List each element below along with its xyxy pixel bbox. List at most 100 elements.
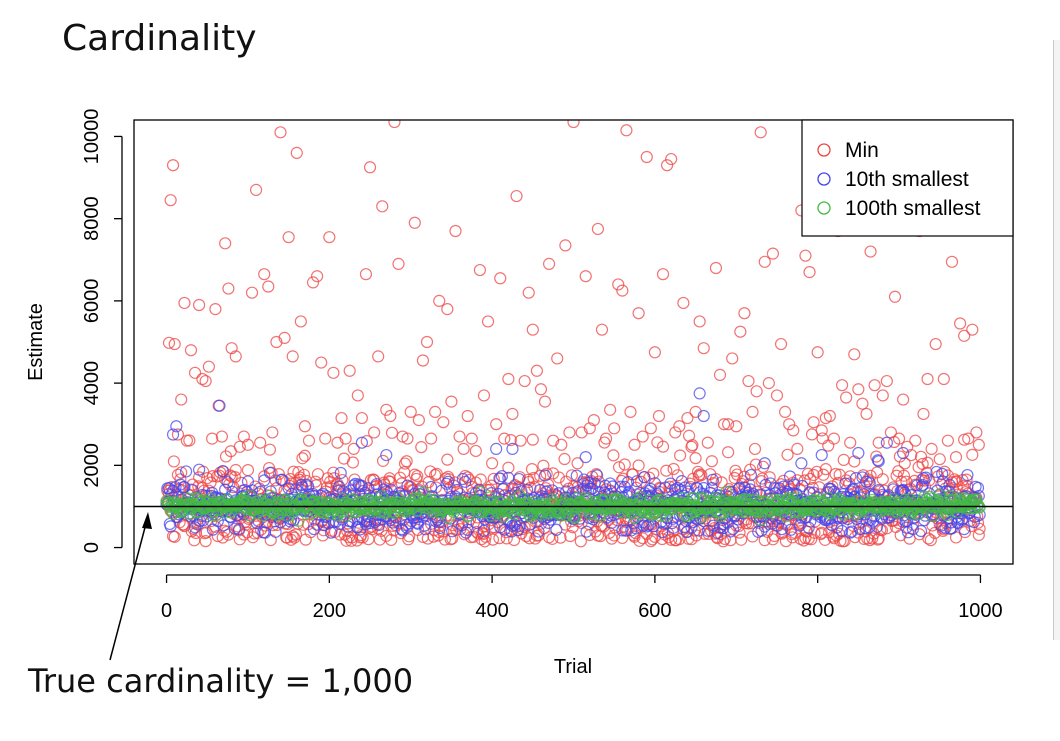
min-point	[748, 442, 762, 456]
min-point	[184, 344, 198, 357]
min-point	[563, 426, 576, 439]
min-point	[510, 189, 523, 203]
min-point	[618, 458, 631, 471]
10th-smallest-point	[916, 478, 929, 492]
min-point	[171, 428, 185, 441]
min-point	[798, 474, 811, 487]
legend-label: Min	[845, 139, 879, 162]
10th-smallest-point	[706, 473, 719, 486]
10th-smallest-point	[630, 475, 644, 488]
min-point	[949, 451, 963, 464]
min-point	[327, 466, 340, 479]
legend-marker	[817, 143, 831, 157]
min-point	[558, 452, 571, 466]
y-axis: 0 2000 4000 6000 8000 10000	[81, 109, 123, 553]
min-point	[652, 409, 666, 423]
min-point	[924, 534, 937, 547]
min-point	[738, 307, 751, 320]
10th-smallest-point	[783, 470, 797, 483]
min-point	[604, 403, 617, 416]
min-point	[380, 403, 393, 416]
min-point	[685, 440, 698, 453]
min-point	[701, 436, 714, 449]
min-point	[574, 535, 587, 548]
10th-smallest-point	[726, 522, 740, 536]
min-point	[762, 377, 775, 390]
10th-smallest-point	[919, 471, 933, 484]
10th-smallest-point	[724, 525, 737, 538]
min-point	[909, 434, 922, 447]
10th-smallest-point	[835, 524, 849, 538]
min-point	[304, 526, 317, 539]
min-point	[396, 430, 409, 443]
10th-smallest-point	[906, 522, 919, 536]
min-point	[465, 432, 478, 445]
10th-smallest-point	[550, 523, 563, 536]
10th-smallest-point	[532, 525, 545, 538]
min-point	[311, 270, 324, 283]
min-point	[742, 374, 755, 388]
min-point	[196, 372, 209, 386]
min-point	[897, 469, 911, 482]
min-point	[445, 395, 458, 408]
min-point	[437, 416, 450, 429]
window-edge-scrollbar[interactable]	[1053, 40, 1060, 640]
min-point	[274, 126, 287, 139]
min-point	[254, 436, 267, 449]
10th-smallest-point	[505, 525, 518, 538]
min-point	[897, 393, 910, 406]
10th-smallest-point	[910, 479, 924, 492]
10th-smallest-point	[846, 483, 859, 496]
min-point	[612, 278, 625, 291]
min-point	[644, 535, 657, 548]
min-point	[866, 532, 879, 545]
min-point	[693, 315, 706, 328]
min-point	[733, 526, 746, 539]
min-point	[612, 461, 626, 474]
min-point	[215, 430, 228, 443]
min-point	[360, 434, 373, 448]
min-point	[876, 473, 889, 486]
min-point	[937, 523, 950, 536]
min-point	[542, 257, 556, 270]
10th-smallest-point	[380, 448, 393, 462]
min-point	[400, 455, 413, 468]
10th-smallest-point	[675, 474, 688, 488]
min-point	[376, 200, 389, 213]
10th-smallest-point	[442, 475, 455, 488]
min-point	[852, 383, 865, 396]
10th-smallest-point	[849, 472, 863, 485]
min-point	[966, 323, 979, 336]
10th-smallest-point	[490, 442, 503, 455]
100th-smallest-point	[474, 485, 487, 499]
min-point	[534, 383, 548, 396]
min-point	[728, 471, 741, 485]
min-point	[665, 533, 678, 546]
10th-smallest-point	[638, 471, 651, 484]
min-point	[356, 531, 369, 544]
min-point	[335, 411, 348, 425]
10th-smallest-point	[493, 472, 506, 485]
min-point	[921, 456, 934, 469]
min-point	[343, 364, 356, 377]
10th-smallest-point	[570, 469, 583, 482]
min-point	[827, 432, 841, 445]
min-point	[529, 532, 542, 545]
min-point	[815, 526, 828, 539]
legend: Min 10th smallest 100th smallest	[801, 119, 1014, 237]
min-point	[933, 453, 946, 466]
min-point	[803, 266, 816, 279]
min-point	[162, 336, 176, 349]
min-point	[388, 120, 401, 129]
10th-smallest-point	[577, 473, 591, 486]
10th-smallest-point	[871, 454, 884, 467]
10th-smallest-point	[961, 468, 974, 482]
min-point	[245, 286, 259, 299]
min-point	[180, 434, 194, 447]
10th-smallest-point	[605, 516, 618, 529]
min-point	[376, 454, 390, 467]
min-point	[970, 426, 983, 439]
plot-frame	[133, 119, 1014, 565]
10th-smallest-point	[534, 483, 547, 497]
min-point	[175, 466, 188, 479]
